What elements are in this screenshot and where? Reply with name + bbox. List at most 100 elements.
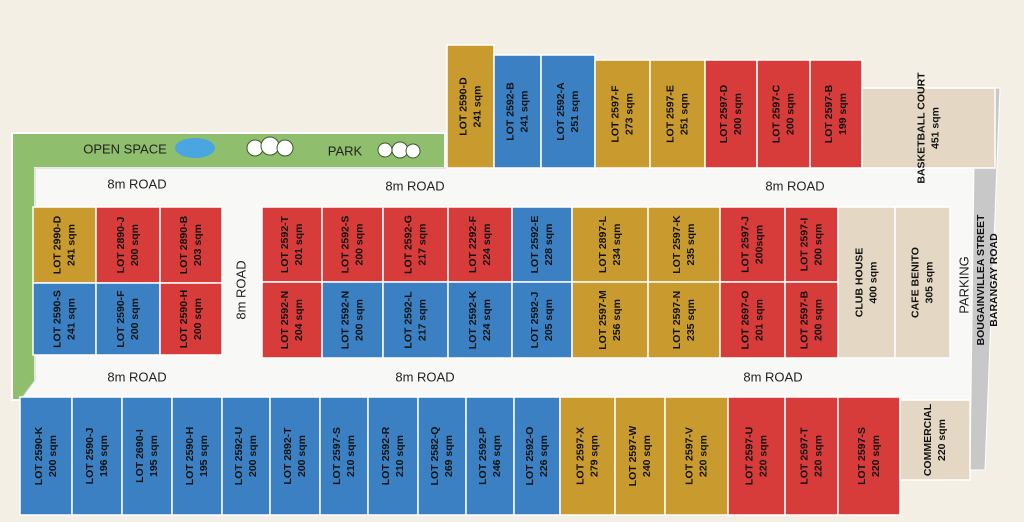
lot-name: LOT 2990-D	[51, 215, 63, 274]
lot-name: LOT 2697-O	[739, 291, 751, 350]
lot-area: 200 sqm	[247, 435, 259, 477]
lot	[382, 281, 449, 359]
lot-name: LOT 2597-T	[798, 427, 810, 485]
lot-area: 235 sqm	[685, 223, 697, 265]
lot	[899, 399, 971, 481]
street-label: BOUGAINVILLEA STREET	[975, 214, 987, 345]
lot-name: LOT 2592-G	[402, 215, 414, 274]
lots: LOT 2590-D 241 sqm LOT 2592-B 241 sqm LOT 25…	[19, 44, 996, 516]
lot-area: 203 sqm	[192, 224, 204, 266]
lot-name: LOT 2892-T	[282, 427, 294, 485]
lot-area: 196 sqm	[98, 435, 110, 477]
lot-area: 220 sqm	[812, 435, 824, 477]
lot-area: 269 sqm	[443, 435, 455, 477]
lot-area: 279 sqm	[588, 435, 600, 477]
lot-name: LOT 2690-I	[134, 429, 146, 483]
lot	[319, 396, 369, 516]
lot-area: 200 sqm	[812, 299, 824, 341]
lot-name: LOT 2597-X	[574, 427, 586, 485]
lot	[837, 396, 901, 516]
lot-area: 220 sqm	[870, 435, 882, 477]
trees	[246, 136, 421, 159]
lot-name: LOT 2597-I	[798, 218, 810, 272]
lot-area: 226 sqm	[538, 435, 550, 477]
lot-name: LOT 2597-K	[671, 215, 683, 274]
lot-area: 200 sqm	[129, 298, 141, 340]
road-label: 8m ROAD	[765, 178, 824, 193]
lot	[269, 396, 321, 516]
lot-name: LOT 2592-L	[402, 291, 414, 349]
lot	[704, 59, 758, 169]
lot-area: 200 sqm	[353, 299, 365, 341]
lot	[95, 282, 161, 356]
lot-area: 256 sqm	[611, 299, 623, 341]
lot-area: 204 sqm	[293, 299, 305, 341]
lot-area: 400 sqm	[867, 261, 879, 303]
lot-name: LOT 2597-E	[664, 85, 676, 143]
lot-area: 200 sqm	[732, 93, 744, 135]
lot-area: 220 sqm	[697, 435, 709, 477]
lot	[447, 281, 513, 359]
lot-name: LOT 2590-F	[115, 290, 127, 348]
lot-area: 201 sqm	[753, 299, 765, 341]
parking-label: PARKING	[956, 256, 971, 314]
road-label: 8m ROAD	[233, 260, 248, 319]
lot	[594, 59, 651, 169]
lot-area: 200 sqm	[812, 223, 824, 265]
lot-name: LOT 2592-K	[467, 290, 479, 349]
lot-name: LOT 2890-J	[115, 217, 127, 274]
lot	[719, 206, 786, 283]
lot-area: 224 sqm	[481, 299, 493, 341]
lot-name: LOT 2592-O	[524, 427, 536, 486]
lot-name: LOT 2582-Q	[429, 427, 441, 486]
lot-area: 200 sqm	[47, 435, 59, 477]
lot-name: LOT 2597-J	[739, 216, 751, 273]
lot	[446, 44, 495, 169]
lot	[647, 206, 721, 283]
lot-name: CAFE BENITO	[909, 247, 921, 318]
lot-name: LOT 2597-W	[627, 426, 639, 487]
lot	[159, 206, 223, 284]
lot-area: 217 sqm	[416, 223, 428, 265]
lot	[513, 396, 561, 516]
lot-name: LOT 2590-J	[84, 428, 96, 485]
lot-area: 195 sqm	[198, 435, 210, 477]
lot-name: LOT 2592-T	[279, 215, 291, 273]
lot	[121, 396, 173, 516]
lot-name: LOT 2590-S	[51, 290, 63, 348]
lot-name: LOT 2592-R	[380, 426, 392, 485]
lot-area: 305 sqm	[923, 261, 935, 303]
street-label: BARANGAY ROAD	[988, 233, 1000, 327]
lot	[32, 206, 97, 284]
lot-name: BASKETBALL COURT	[915, 72, 927, 184]
road-label: 8m ROAD	[395, 369, 454, 384]
lot-name: LOT 2592-B	[504, 82, 516, 141]
lot-name: LOT 2597-C	[770, 84, 782, 143]
lot-name: LOT 2597-S	[856, 427, 868, 485]
lot-area: 224 sqm	[481, 223, 493, 265]
lot	[261, 281, 323, 359]
lot-area: 200 sqm	[129, 224, 141, 266]
lot	[511, 281, 573, 359]
lot	[540, 54, 596, 169]
lot-name: LOT 2592-N	[339, 291, 351, 349]
lot	[861, 87, 996, 169]
lot	[417, 396, 467, 516]
lot-name: LOT 2592-U	[233, 427, 245, 485]
lot-name: LOT 2597-V	[683, 427, 695, 485]
lot-area: 200sqm	[753, 225, 765, 264]
lot-area: 240 sqm	[641, 435, 653, 477]
lot	[367, 396, 419, 516]
lot-area: 200 sqm	[192, 298, 204, 340]
lot-area: 241 sqm	[471, 85, 483, 127]
pond	[175, 138, 215, 158]
lot-area: 205 sqm	[543, 299, 555, 341]
lot-area: 251 sqm	[569, 90, 581, 132]
lot-name: LOT 2597-B	[823, 84, 835, 143]
lot-name: CLUB HOUSE	[853, 248, 865, 317]
lot-area: 200 sqm	[353, 223, 365, 265]
lot	[571, 281, 649, 359]
road-label: 8m ROAD	[107, 176, 166, 191]
lot-name: LOT 2597-F	[609, 85, 621, 143]
lot-name: LOT 2597-M	[597, 290, 609, 350]
